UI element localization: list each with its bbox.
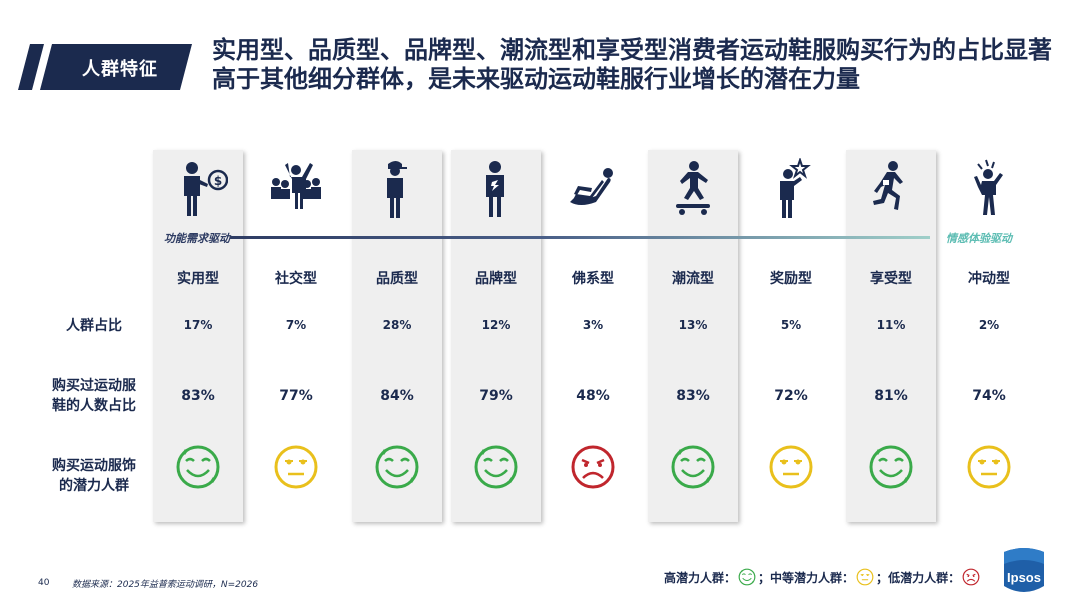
person-dollar-icon: $: [184, 162, 228, 216]
ipsos-logo-text: Ipsos: [1007, 570, 1041, 585]
bought-value: 48%: [576, 388, 610, 404]
bought-value: 77%: [279, 388, 313, 404]
column-highlight-enjoy: [846, 150, 936, 522]
segment-name: 品质型: [376, 271, 418, 287]
bought-value: 79%: [479, 388, 513, 404]
legend-separator: ；: [876, 570, 889, 585]
bought-value: 72%: [774, 388, 808, 404]
potential-face-icon: [671, 445, 715, 489]
legend-high-label: 高潜力人群：: [664, 570, 737, 585]
person-reclining-icon: [570, 168, 613, 205]
person-cap-icon: [387, 161, 407, 218]
row-label-bought-line2: 鞋的人数占比: [52, 398, 136, 414]
data-source: 数据来源：2025年益普索运动调研，N=2026: [72, 580, 259, 590]
section-tag: 人群特征: [18, 44, 192, 90]
row-label-bought: 购买过运动服 鞋的人数占比: [44, 376, 144, 416]
row-label-potential: 购买运动服饰 的潜力人群: [44, 456, 144, 496]
bought-value: 83%: [181, 388, 215, 404]
svg-text:$: $: [214, 174, 222, 188]
person-logo-shirt-icon: [486, 161, 504, 217]
legend-medium-label: 中等潜力人群：: [770, 570, 855, 585]
segment-name: 享受型: [870, 271, 912, 287]
potential-face-icon: [474, 445, 518, 489]
row-label-share: 人群占比: [66, 318, 122, 334]
potential-face-icon: [869, 445, 913, 489]
row-label-potential-line1: 购买运动服饰: [52, 458, 136, 474]
segment-name: 潮流型: [672, 271, 714, 287]
column-highlight-practical: [153, 150, 243, 522]
segment-name: 实用型: [177, 271, 219, 287]
person-excited-icon: [974, 159, 1003, 215]
share-value: 3%: [582, 318, 604, 332]
potential-face-icon: [176, 445, 220, 489]
ipsos-logo: Ipsos: [1000, 546, 1048, 596]
bought-value: 83%: [676, 388, 710, 404]
axis-right-label: 情感体验驱动: [946, 232, 1012, 245]
legend-high-face-icon: [738, 568, 756, 586]
legend-low-label: 低潜力人群：: [888, 570, 961, 585]
segment-name: 佛系型: [572, 271, 614, 287]
crowd-cheering-icon: [271, 163, 321, 209]
bought-value: 84%: [380, 388, 414, 404]
legend-medium-face-icon: [856, 568, 874, 586]
column-highlight-trend: [648, 150, 738, 522]
share-value: 11%: [876, 318, 906, 332]
axis-left-label: 功能需求驱动: [164, 232, 230, 245]
segment-name: 品牌型: [475, 271, 517, 287]
potential-face-icon: [769, 445, 813, 489]
section-tag-label: 人群特征: [82, 59, 158, 80]
legend-low-face-icon: [962, 568, 980, 586]
share-value: 7%: [285, 318, 307, 332]
runner-icon: [873, 161, 903, 210]
legend-separator: ；: [758, 570, 771, 585]
ipsos-logo-shape: [1004, 548, 1044, 592]
share-value: 12%: [481, 318, 511, 332]
segment-name: 奖励型: [770, 271, 812, 287]
segment-name: 社交型: [275, 271, 317, 287]
driver-axis-line: [230, 236, 930, 239]
share-value: 13%: [678, 318, 708, 332]
bought-value: 81%: [874, 388, 908, 404]
person-star-icon: [780, 158, 811, 218]
row-label-potential-line2: 的潜力人群: [59, 478, 129, 494]
potential-face-icon: [375, 445, 419, 489]
share-value: 2%: [978, 318, 1000, 332]
share-value: 5%: [780, 318, 802, 332]
segment-name: 冲动型: [968, 271, 1010, 287]
page-number: 40: [38, 578, 50, 588]
row-label-bought-line1: 购买过运动服: [52, 378, 136, 394]
column-highlight-brand: [451, 150, 541, 522]
bought-value: 74%: [972, 388, 1006, 404]
potential-face-icon: [274, 445, 318, 489]
legend: 高潜力人群： ； 中等潜力人群： ； 低潜力人群：: [664, 568, 982, 586]
potential-face-icon: [967, 445, 1011, 489]
headline: 实用型、品质型、品牌型、潮流型和享受型消费者运动鞋服购买行为的占比显著高于其他细…: [212, 36, 1052, 93]
skateboarder-icon: [676, 161, 710, 215]
share-value: 17%: [183, 318, 213, 332]
potential-face-icon: [571, 445, 615, 489]
section-tag-shape: [18, 44, 192, 90]
share-value: 28%: [382, 318, 412, 332]
